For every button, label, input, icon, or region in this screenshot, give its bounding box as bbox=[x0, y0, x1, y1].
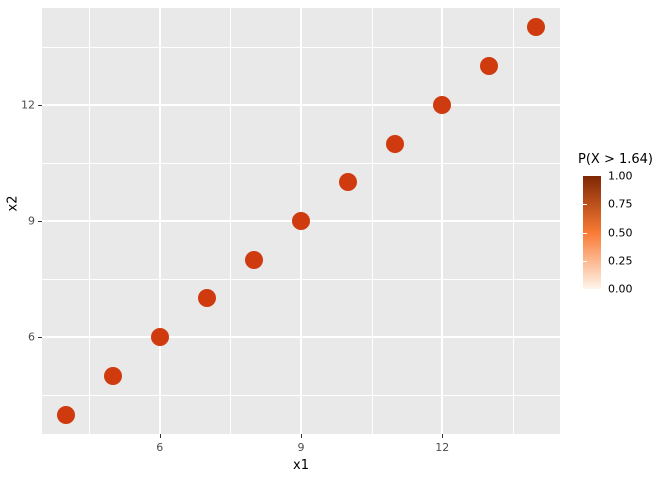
y-axis-title: x2 bbox=[5, 195, 21, 212]
y-axis-tick-mark bbox=[38, 221, 42, 222]
gridline-major-horizontal bbox=[42, 336, 560, 339]
legend-tick-mark-inner bbox=[583, 260, 587, 262]
gridline-minor-horizontal bbox=[42, 162, 560, 164]
data-point bbox=[197, 289, 216, 308]
x-axis-tick-label: 6 bbox=[156, 441, 164, 454]
gridline-major-horizontal bbox=[42, 103, 560, 106]
data-point bbox=[244, 250, 263, 269]
x-axis-tick-mark bbox=[442, 434, 444, 438]
legend-tick-mark bbox=[601, 260, 605, 262]
legend-tick-label: 0.25 bbox=[608, 254, 633, 268]
data-point bbox=[339, 173, 358, 192]
x-axis-tick-label: 12 bbox=[435, 441, 450, 454]
x-axis-tick-label: 9 bbox=[297, 441, 305, 454]
y-axis-tick-mark bbox=[38, 337, 42, 339]
legend-tick-label: 1.00 bbox=[608, 169, 633, 183]
data-point bbox=[103, 366, 122, 385]
legend-title: P(X > 1.64) bbox=[578, 152, 653, 167]
data-point bbox=[292, 212, 310, 230]
x-axis-title: x1 bbox=[293, 458, 309, 473]
legend-tick-mark bbox=[601, 204, 605, 206]
gridline-minor-horizontal bbox=[42, 395, 560, 397]
data-point bbox=[527, 18, 546, 37]
legend-gradient-fill bbox=[583, 176, 601, 289]
y-axis-tick-label: 12 bbox=[21, 98, 35, 112]
gridline-minor-horizontal bbox=[42, 279, 560, 281]
plot-panel bbox=[42, 8, 560, 434]
x-axis-tick-mark bbox=[301, 434, 302, 438]
data-point bbox=[433, 95, 452, 114]
y-axis-tick-label: 6 bbox=[28, 330, 35, 344]
y-axis-tick-label: 9 bbox=[28, 214, 35, 228]
data-point bbox=[56, 405, 75, 424]
x-axis-tick-mark bbox=[159, 434, 161, 438]
legend-tick-mark-inner bbox=[583, 232, 587, 234]
legend-tick-label: 0.00 bbox=[608, 282, 633, 296]
data-point bbox=[480, 57, 499, 76]
legend-tick-label: 0.75 bbox=[608, 197, 633, 211]
legend-gradient-bar bbox=[583, 176, 601, 289]
legend-tick-mark-inner bbox=[583, 204, 587, 206]
data-point bbox=[150, 328, 169, 347]
y-axis-tick-mark bbox=[38, 104, 42, 106]
data-point bbox=[386, 134, 405, 153]
gridline-minor-horizontal bbox=[42, 46, 560, 48]
legend-tick-label: 0.50 bbox=[608, 226, 633, 239]
legend-tick-mark bbox=[601, 232, 605, 234]
